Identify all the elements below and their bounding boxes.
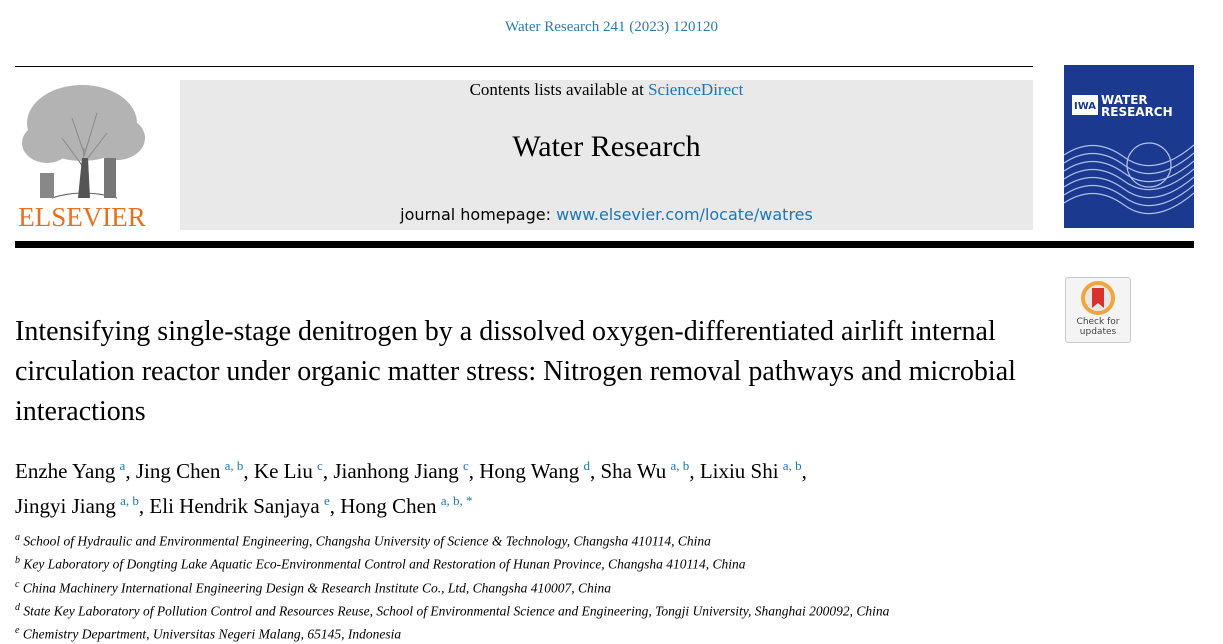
author-affil[interactable]: a, b, * <box>440 493 473 508</box>
article-title: Intensifying single-stage denitrogen by … <box>15 316 1016 427</box>
author-affil[interactable]: d <box>583 458 590 473</box>
author-affil[interactable]: a, b <box>670 458 690 473</box>
affiliation-list: a School of Hydraulic and Environmental … <box>15 528 1115 644</box>
separator: , <box>468 459 474 483</box>
author-list: Enzhe Yang a, Jing Chen a, b, Ke Liu c, … <box>15 451 1055 521</box>
author-name[interactable]: Hong Wang <box>479 459 580 483</box>
author-affil[interactable]: a, b <box>782 458 802 473</box>
publisher-name: ELSEVIER <box>18 202 146 232</box>
affil-text: School of Hydraulic and Environmental En… <box>23 533 711 549</box>
author-affil[interactable]: e <box>323 493 330 508</box>
author-name[interactable]: Sha Wu <box>600 459 667 483</box>
separator: , <box>589 459 596 483</box>
check-updates[interactable]: Check for updates <box>1065 277 1131 343</box>
affil-text: Key Laboratory of Dongting Lake Aquatic … <box>23 556 746 572</box>
affiliation: b Key Laboratory of Dongting Lake Aquati… <box>15 551 1115 574</box>
cover-title: RESEARCH <box>1101 105 1173 119</box>
affiliation: e Chemistry Department, Universitas Nege… <box>15 621 1115 644</box>
author-affil[interactable]: a <box>119 458 126 473</box>
check-text: updates <box>1079 327 1117 337</box>
cover-art: IWA WATER RESEARCH <box>1064 93 1194 215</box>
author-name[interactable]: Jing Chen <box>135 459 221 483</box>
separator: , <box>689 459 695 483</box>
citation[interactable]: Water Research 241 (2023) 120120 <box>505 19 718 35</box>
author-affil[interactable]: c <box>462 458 469 473</box>
homepage-link[interactable]: www.elsevier.com/locate/watres <box>556 205 813 224</box>
author-name[interactable]: Ke Liu <box>253 459 313 483</box>
check-text: Check for <box>1076 317 1120 327</box>
affil-text: Chemistry Department, Universitas Negeri… <box>22 626 402 642</box>
separator: , <box>329 494 335 518</box>
affiliation: d State Key Laboratory of Pollution Cont… <box>15 598 1115 621</box>
author-affil[interactable]: a, b <box>224 458 244 473</box>
author-affil[interactable]: c <box>317 458 323 473</box>
separator: , <box>322 459 329 483</box>
journal-name: Water Research <box>512 130 701 163</box>
affil-key: e <box>15 625 20 637</box>
affil-key: d <box>15 601 20 613</box>
separator: , <box>801 459 807 483</box>
publisher-logo <box>22 85 145 199</box>
cover-title: WATER <box>1101 93 1148 107</box>
affiliation: c China Machinery International Engineer… <box>15 575 1115 598</box>
affiliation: a School of Hydraulic and Environmental … <box>15 528 1115 551</box>
separator: , <box>138 494 145 518</box>
affil-key: a <box>15 532 20 543</box>
author-name[interactable]: Enzhe Yang <box>15 459 116 483</box>
separator: , <box>125 459 131 483</box>
check-icon <box>1081 281 1115 315</box>
rule <box>15 66 1033 67</box>
journal-banner <box>180 80 1033 230</box>
journal-cover[interactable]: IWA WATER RESEARCH <box>1064 65 1194 228</box>
rule <box>15 241 1194 248</box>
contents-line: Contents lists available at ScienceDirec… <box>180 80 1033 100</box>
author-name[interactable]: Lixiu Shi <box>699 459 779 483</box>
author-name[interactable]: Jianhong Jiang <box>333 459 459 483</box>
author-affil[interactable]: a, b <box>120 493 139 508</box>
homepage-text: journal homepage: <box>400 205 551 224</box>
author-name[interactable]: Jingyi Jiang <box>15 494 116 518</box>
author-name[interactable]: Eli Hendrik Sanjaya <box>149 494 320 518</box>
sciencedirect-link[interactable]: ScienceDirect <box>648 80 744 99</box>
author-name[interactable]: Hong Chen <box>340 494 437 518</box>
affil-key: b <box>15 555 20 567</box>
affil-text: China Machinery International Engineerin… <box>22 580 612 596</box>
affil-text: State Key Laboratory of Pollution Contro… <box>23 603 890 619</box>
affil-key: c <box>15 578 20 590</box>
separator: , <box>243 459 249 483</box>
cover-logo: IWA <box>1074 101 1096 112</box>
contents-text: Contents lists available at <box>469 80 644 99</box>
homepage-line: journal homepage: www.elsevier.com/locat… <box>180 205 1033 224</box>
